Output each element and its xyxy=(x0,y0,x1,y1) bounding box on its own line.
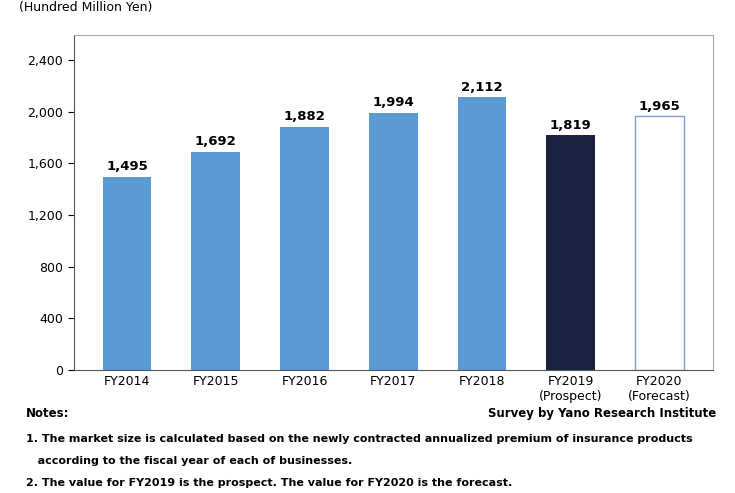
Text: Notes:: Notes: xyxy=(26,407,69,420)
Text: Survey by Yano Research Institute: Survey by Yano Research Institute xyxy=(488,407,717,420)
Text: 1,882: 1,882 xyxy=(284,110,326,123)
Bar xyxy=(369,112,417,370)
Text: 1,819: 1,819 xyxy=(550,119,592,132)
Bar xyxy=(458,98,506,370)
Text: 2. The value for FY2019 is the prospect. The value for FY2020 is the forecast.: 2. The value for FY2019 is the prospect.… xyxy=(26,478,512,488)
Bar xyxy=(103,177,151,370)
Text: according to the fiscal year of each of businesses.: according to the fiscal year of each of … xyxy=(26,456,352,466)
Text: 1,994: 1,994 xyxy=(373,96,414,109)
Text: (Hundred Million Yen): (Hundred Million Yen) xyxy=(19,1,153,14)
Text: 1. The market size is calculated based on the newly contracted annualized premiu: 1. The market size is calculated based o… xyxy=(26,434,692,444)
Bar xyxy=(191,151,240,370)
Text: 1,495: 1,495 xyxy=(106,160,148,174)
Text: 1,692: 1,692 xyxy=(195,135,237,148)
Bar xyxy=(280,127,329,370)
Text: 1,965: 1,965 xyxy=(639,100,681,113)
Bar xyxy=(546,135,595,370)
Bar xyxy=(635,116,684,370)
Text: 2,112: 2,112 xyxy=(461,81,503,94)
